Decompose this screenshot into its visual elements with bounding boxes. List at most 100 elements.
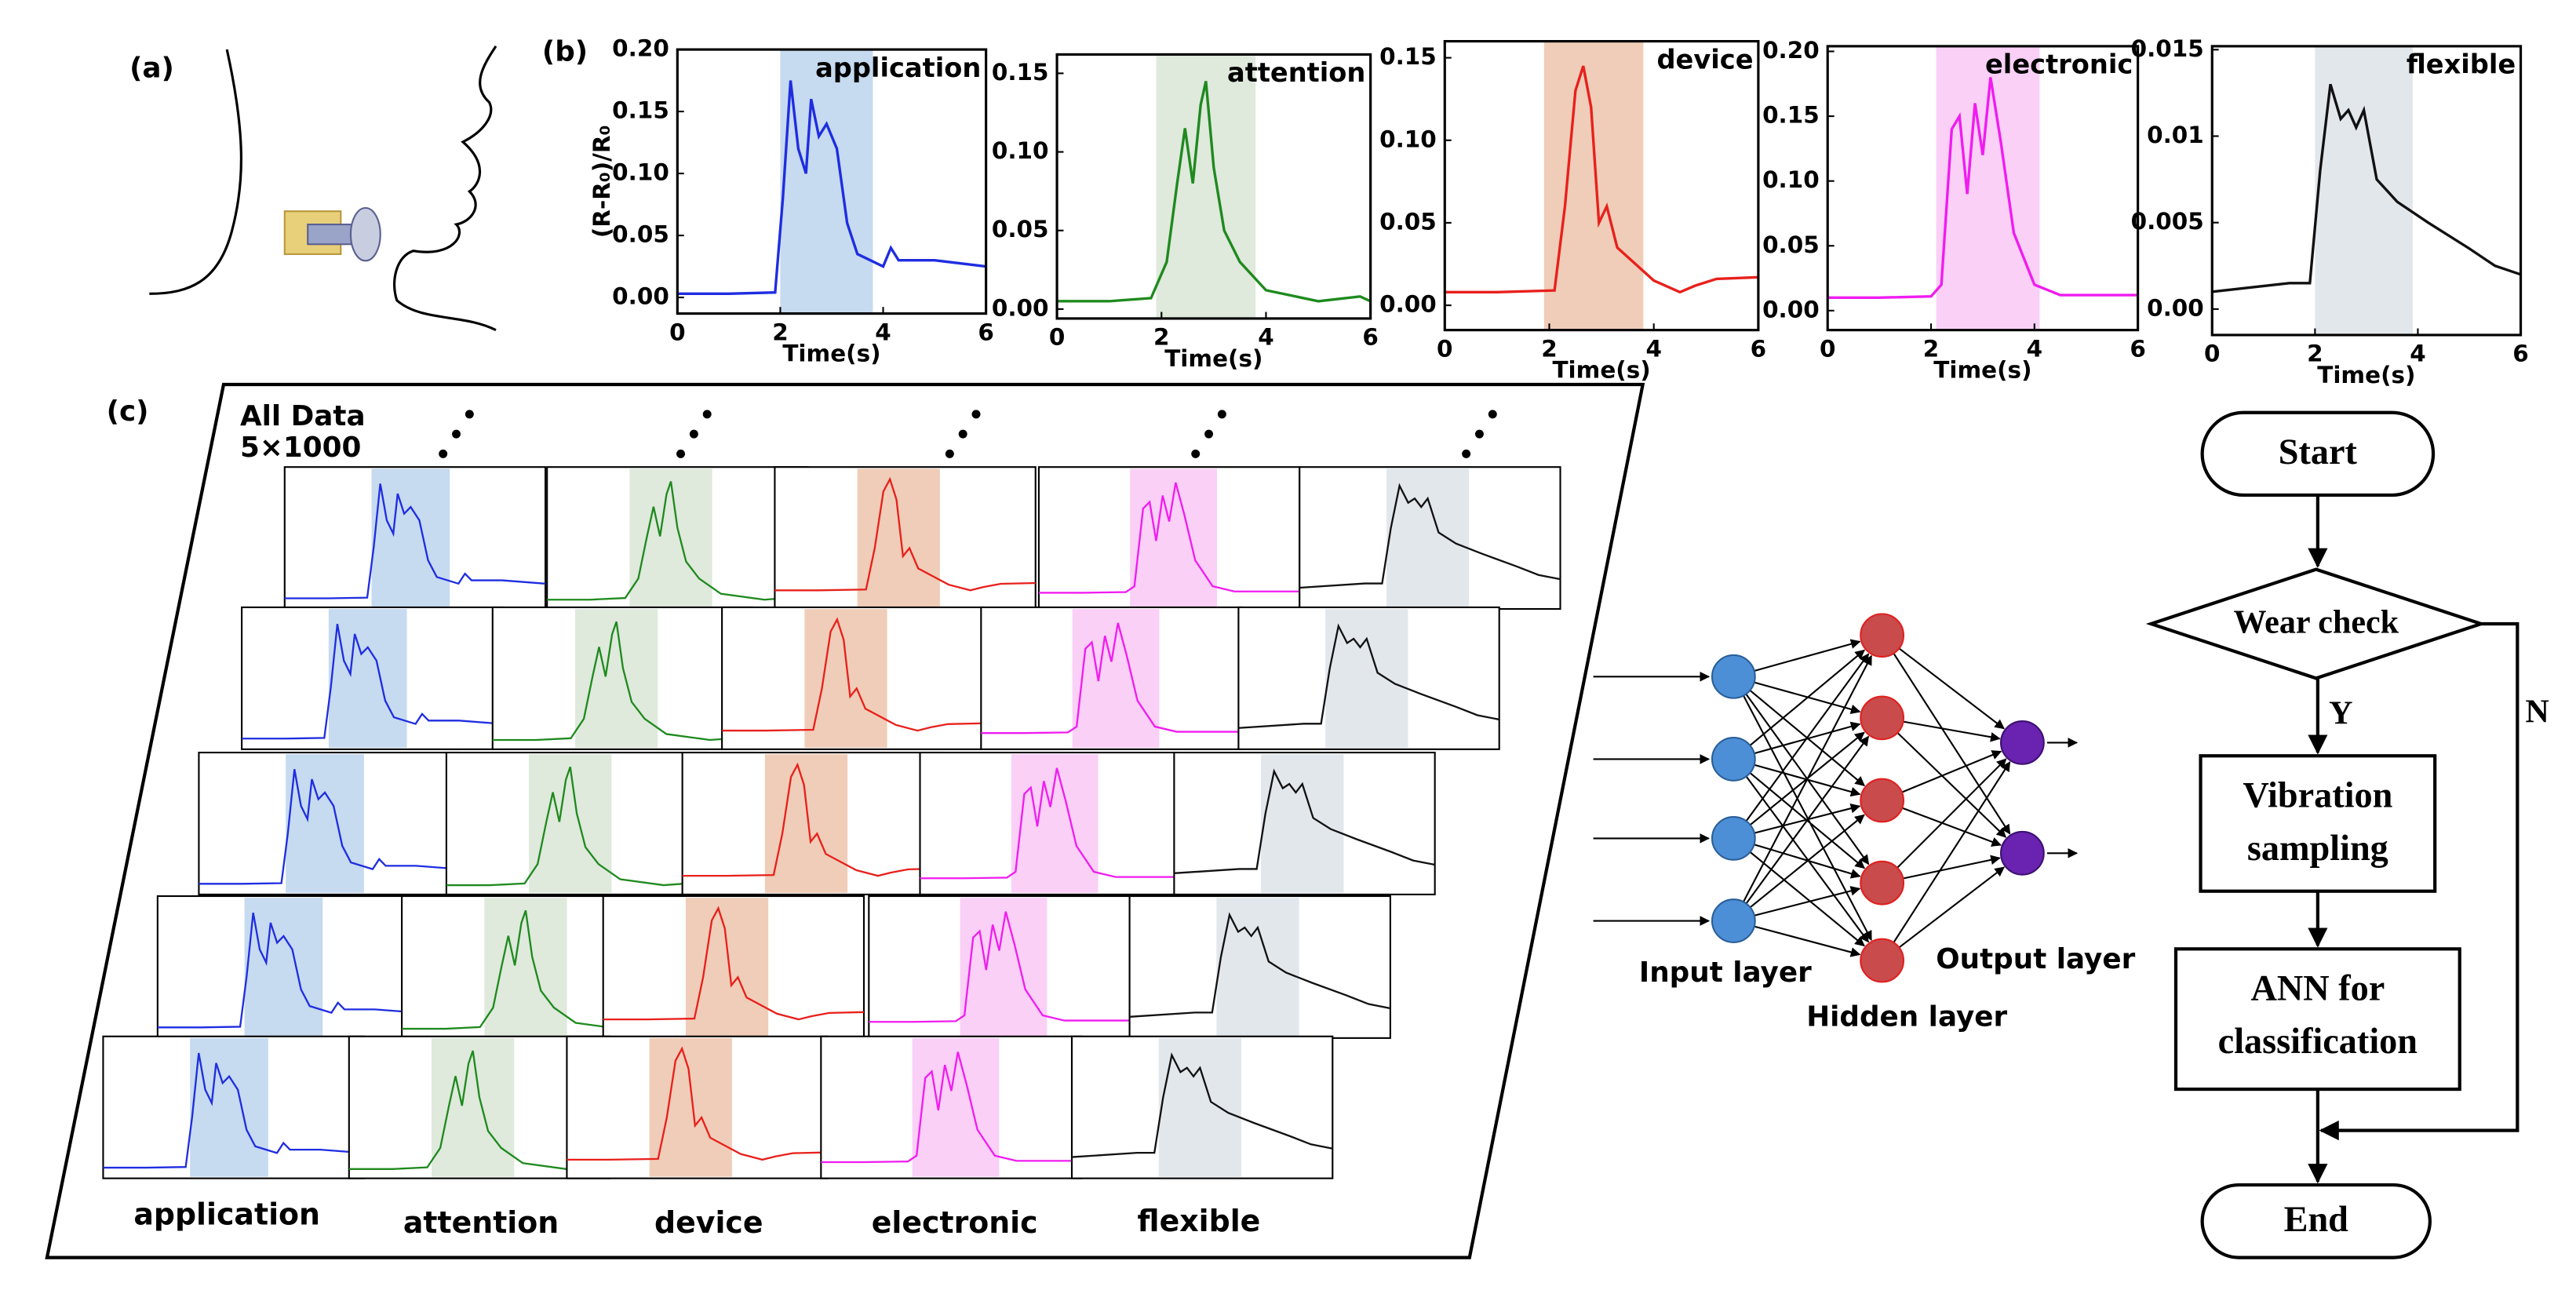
thumb-band xyxy=(1072,609,1160,748)
network-edge xyxy=(1754,925,1861,957)
flow-node: classification xyxy=(2218,1022,2418,1062)
output-node xyxy=(2000,720,2045,765)
x-tick-label: 6 xyxy=(1751,335,1766,362)
plot-frame xyxy=(2210,45,2523,337)
thumb-band xyxy=(1011,754,1099,893)
x-axis-label: Time(s) xyxy=(1552,357,1650,384)
ellipsis-dot xyxy=(945,449,954,458)
thumb-band xyxy=(960,898,1048,1037)
plot-frame xyxy=(1055,53,1372,320)
thumb-line xyxy=(1129,912,1391,1018)
chart-title: application xyxy=(815,53,981,83)
thumb-band xyxy=(649,1037,732,1177)
output-node xyxy=(2000,830,2045,876)
thumb-line xyxy=(157,913,419,1029)
layer-label: Hidden layer xyxy=(1806,1001,2007,1033)
panel-label: (c) xyxy=(107,395,149,428)
thumb-line xyxy=(821,1051,1082,1164)
y-tick-label: 0.10 xyxy=(1762,166,1820,193)
x-tick-label: 6 xyxy=(2512,341,2528,367)
x-tick-label: 0 xyxy=(2204,341,2220,367)
plot-frame xyxy=(1826,45,2140,332)
input-node xyxy=(1711,654,1756,699)
ellipsis-dot xyxy=(676,449,686,458)
thumb-line xyxy=(446,766,708,887)
network-edge xyxy=(1745,735,1870,905)
layer-label: Output layer xyxy=(1936,943,2135,975)
x-tick-label: 0 xyxy=(669,319,685,345)
thumb-band xyxy=(286,754,364,893)
y-tick-label: 0.10 xyxy=(1379,126,1437,152)
thumb-line xyxy=(1071,1052,1333,1158)
thumb-line xyxy=(774,476,1036,592)
face-illustration xyxy=(149,46,497,332)
y-tick-label: 0.20 xyxy=(612,35,669,62)
y-tick-label: 0.00 xyxy=(612,283,669,310)
x-tick-label: 4 xyxy=(2027,335,2042,362)
flowchart xyxy=(2145,410,2520,1259)
network-arrows xyxy=(1593,671,2079,926)
network-edge xyxy=(1743,695,1872,942)
network-edge xyxy=(1743,654,1872,902)
thumb-band xyxy=(328,609,407,748)
thumb-line xyxy=(1038,482,1300,594)
flow-node: End xyxy=(2284,1200,2349,1240)
chart-title: flexible xyxy=(2407,49,2516,80)
chart-title: attention xyxy=(1227,57,1365,88)
thumb-line xyxy=(199,769,460,885)
x-tick-label: 4 xyxy=(1258,324,1273,351)
x-tick-label: 2 xyxy=(1923,335,1939,362)
ellipsis-dot xyxy=(958,429,967,439)
thumb-line xyxy=(1174,768,1435,874)
x-tick-label: 2 xyxy=(1541,335,1557,362)
thumb-band xyxy=(529,754,612,893)
thumb-line xyxy=(402,909,663,1030)
y-tick-label: 0.00 xyxy=(1762,296,1820,323)
network-edge xyxy=(1901,807,2002,847)
ellipsis-dot xyxy=(1488,410,1497,419)
thumb-line xyxy=(682,762,943,877)
thumb-band xyxy=(1386,468,1470,607)
thumb-band xyxy=(484,898,567,1037)
thumb-line xyxy=(103,1052,364,1169)
data-line xyxy=(2212,83,2522,293)
data-line xyxy=(1445,65,1758,294)
class-label: electronic xyxy=(872,1205,1038,1240)
network-edge xyxy=(1903,720,2001,742)
thumb-band xyxy=(371,468,450,607)
thumb-band xyxy=(912,1037,1000,1177)
network-edge xyxy=(1754,639,1861,672)
thumb-band xyxy=(1325,609,1408,748)
x-tick-label: 0 xyxy=(1049,324,1065,351)
network-edge xyxy=(1901,750,2002,793)
y-tick-label: 0.01 xyxy=(2147,122,2204,148)
thumb-band xyxy=(764,754,848,893)
thumb-band xyxy=(857,468,940,607)
panel-label: (b) xyxy=(542,35,588,67)
thumb-band xyxy=(190,1037,268,1177)
hidden-node xyxy=(1860,613,1905,658)
thumb-band xyxy=(1158,1037,1241,1177)
ellipsis-dot xyxy=(1191,449,1201,458)
highlight-band xyxy=(780,49,873,314)
thumb-line xyxy=(547,481,808,601)
hidden-node xyxy=(1860,860,1905,906)
dataset-title: All Data xyxy=(240,400,366,432)
x-axis-label: Time(s) xyxy=(1933,357,2031,384)
flow-node: ANN for xyxy=(2250,969,2385,1009)
x-tick-label: 4 xyxy=(875,319,891,345)
ellipsis-dot xyxy=(465,410,474,419)
x-tick-label: 0 xyxy=(1437,335,1452,362)
y-tick-label: 0.00 xyxy=(2147,294,2204,321)
y-tick-label: 0.15 xyxy=(1762,102,1820,129)
x-tick-label: 2 xyxy=(772,319,788,345)
network-edge xyxy=(1893,653,2011,835)
network-edge xyxy=(1896,732,2007,838)
network-edge xyxy=(1754,886,1861,917)
thumb-line xyxy=(981,622,1242,734)
highlight-band xyxy=(2315,46,2413,335)
flow-node: Start xyxy=(2279,432,2358,472)
thumb-band xyxy=(432,1037,515,1177)
x-tick-label: 2 xyxy=(1153,324,1169,351)
